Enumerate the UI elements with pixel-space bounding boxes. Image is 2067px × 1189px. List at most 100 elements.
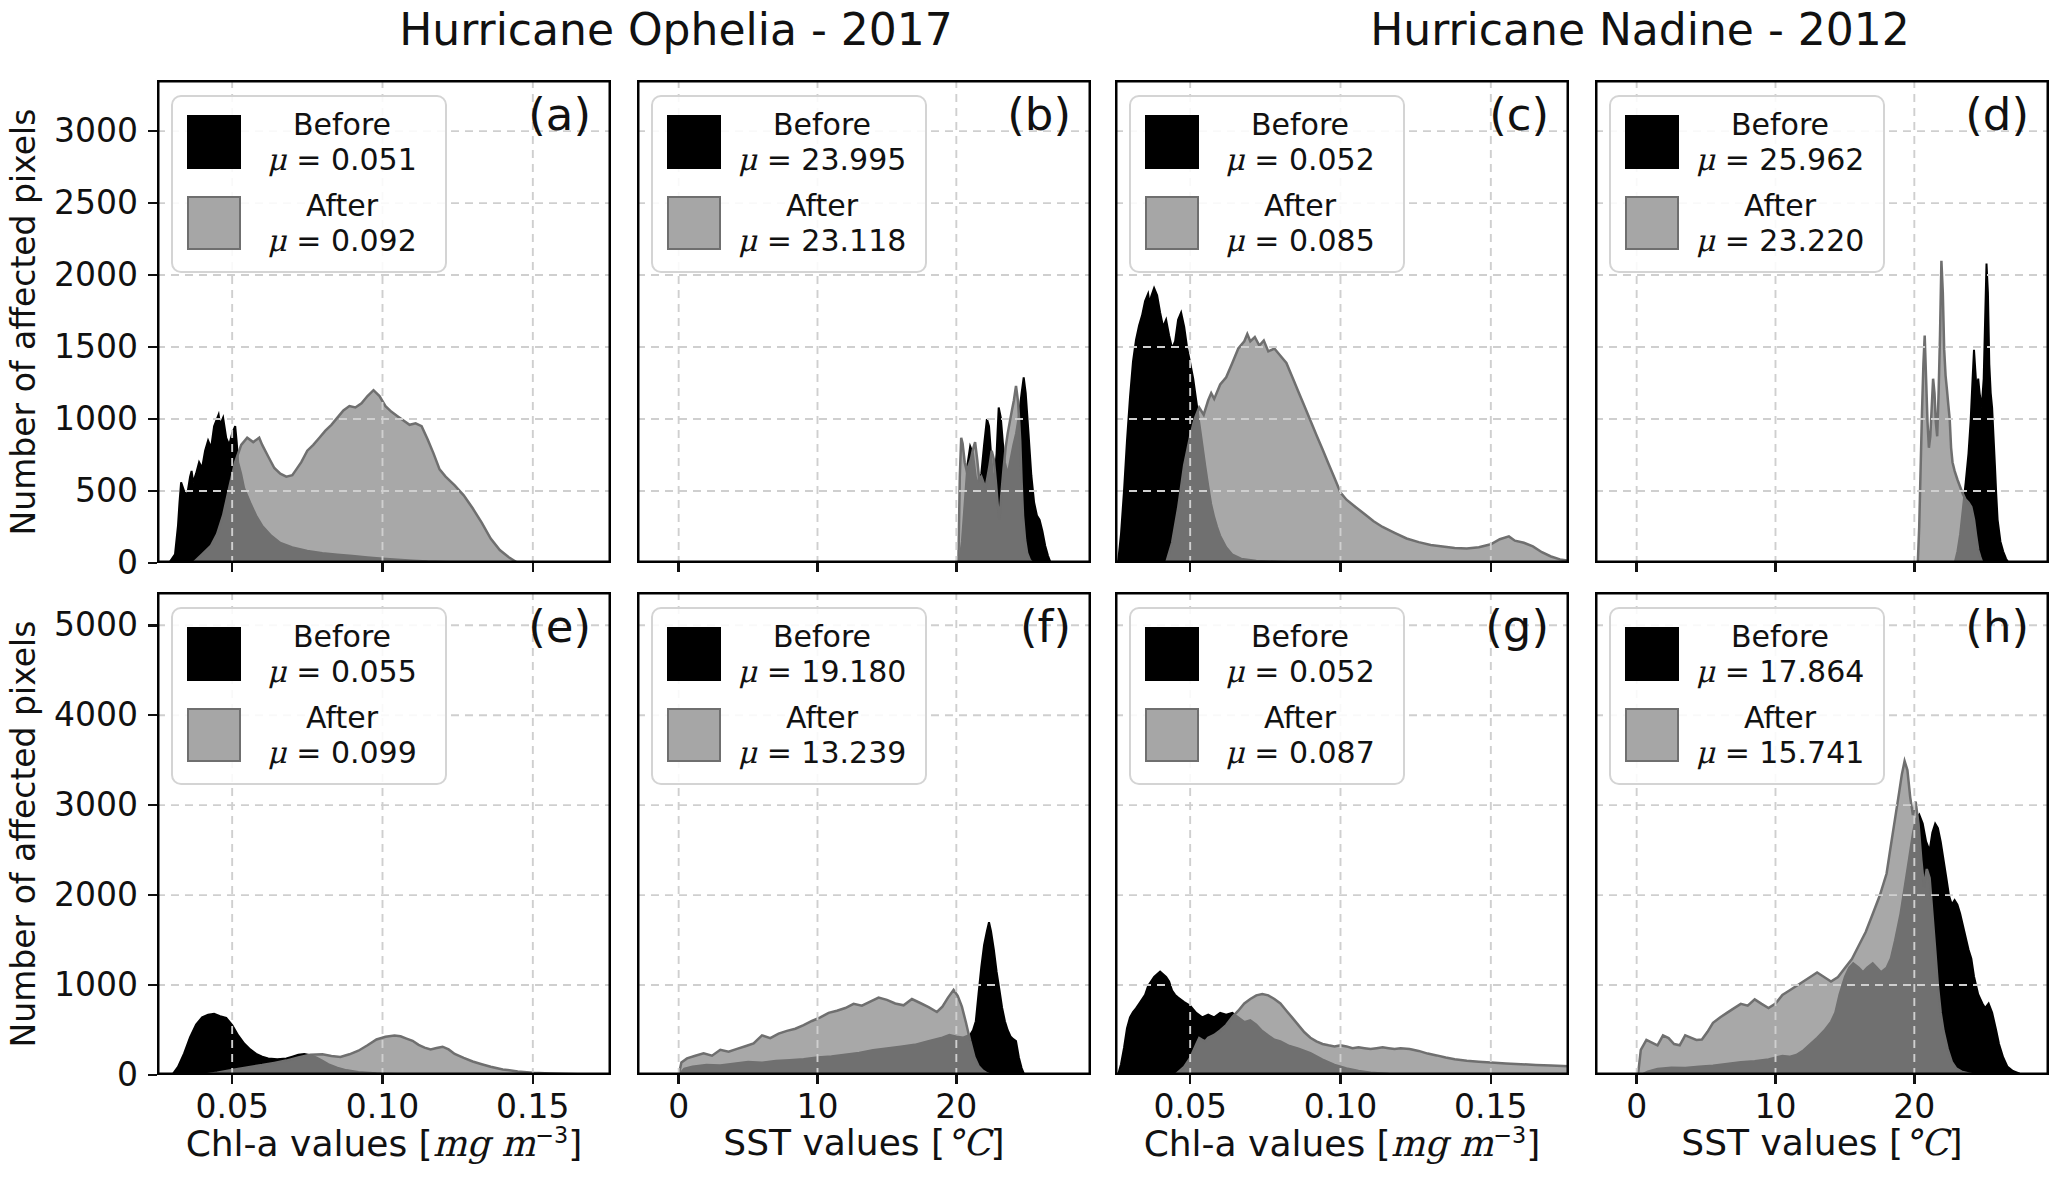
legend-label-after: Afterμ = 0.099 bbox=[257, 700, 427, 771]
legend-label-before: Beforeμ = 0.051 bbox=[257, 107, 427, 178]
x-tick-mark bbox=[1913, 563, 1916, 572]
x-tick-mark bbox=[955, 563, 958, 572]
x-tick-mark bbox=[1490, 563, 1493, 572]
x-tick-mark bbox=[231, 1075, 234, 1084]
legend-entry-after: Afterμ = 0.085 bbox=[1145, 188, 1385, 259]
y-axis-label-bottom-row: Number of affected pixels bbox=[4, 574, 50, 1094]
histogram-after bbox=[202, 1035, 605, 1075]
x-tick-label: 0.05 bbox=[1115, 1087, 1265, 1126]
legend: Beforeμ = 19.180 Afterμ = 13.239 bbox=[651, 607, 927, 785]
legend: Beforeμ = 0.052 Afterμ = 0.085 bbox=[1129, 95, 1405, 273]
legend-entry-after: Afterμ = 15.741 bbox=[1625, 700, 1865, 771]
legend-entry-before: Beforeμ = 0.052 bbox=[1145, 619, 1385, 690]
histogram-after bbox=[679, 990, 991, 1075]
y-tick-label: 4000 bbox=[23, 695, 138, 734]
legend-swatch-after bbox=[187, 196, 241, 250]
x-tick-mark bbox=[1189, 563, 1192, 572]
legend: Beforeμ = 0.051 Afterμ = 0.092 bbox=[171, 95, 447, 273]
panel-letter: (a) bbox=[528, 88, 591, 141]
legend: Beforeμ = 23.995 Afterμ = 23.118 bbox=[651, 95, 927, 273]
y-tick-label: 500 bbox=[23, 471, 138, 510]
column-title-nadine: Hurricane Nadine - 2012 bbox=[1190, 4, 2067, 55]
legend-label-after: Afterμ = 23.118 bbox=[737, 188, 907, 259]
x-tick-mark bbox=[1635, 563, 1638, 572]
y-tick-mark bbox=[148, 624, 157, 627]
plot-panel-c: Beforeμ = 0.052 Afterμ = 0.085 (c) bbox=[1115, 80, 1569, 563]
legend-label-after: Afterμ = 0.085 bbox=[1215, 188, 1385, 259]
x-tick-mark bbox=[1774, 1075, 1777, 1084]
y-tick-label: 1000 bbox=[23, 965, 138, 1004]
legend-entry-before: Beforeμ = 23.995 bbox=[667, 107, 907, 178]
legend-swatch-after bbox=[187, 708, 241, 762]
legend-entry-after: Afterμ = 0.087 bbox=[1145, 700, 1385, 771]
plot-panel-f: Beforeμ = 19.180Afterμ = 13.239(f) bbox=[637, 592, 1091, 1075]
legend-entry-before: Beforeμ = 0.055 bbox=[187, 619, 427, 690]
legend-label-before: Beforeμ = 23.995 bbox=[737, 107, 907, 178]
legend-entry-before: Beforeμ = 0.052 bbox=[1145, 107, 1385, 178]
legend-entry-before: Beforeμ = 19.180 bbox=[667, 619, 907, 690]
x-tick-mark bbox=[677, 563, 680, 572]
legend-entry-before: Beforeμ = 17.864 bbox=[1625, 619, 1865, 690]
y-tick-mark bbox=[148, 274, 157, 277]
panel-letter: (c) bbox=[1489, 88, 1549, 141]
x-tick-mark bbox=[532, 1075, 535, 1084]
panel-letter: (d) bbox=[1965, 88, 2029, 141]
x-tick-mark bbox=[381, 1075, 384, 1084]
y-tick-mark bbox=[148, 562, 157, 565]
plot-panel-b: Beforeμ = 23.995Afterμ = 23.118(b) bbox=[637, 80, 1091, 563]
histogram-after bbox=[1166, 334, 1569, 563]
x-tick-label: 0.10 bbox=[307, 1087, 457, 1126]
x-tick-label: 0.15 bbox=[1416, 1087, 1566, 1126]
x-tick-mark bbox=[816, 563, 819, 572]
x-tick-label: 20 bbox=[881, 1087, 1031, 1126]
x-tick-mark bbox=[955, 1075, 958, 1084]
plot-panel-e: Beforeμ = 0.055 Afterμ = 0.099 (e) bbox=[157, 592, 611, 1075]
column-title-ophelia: Hurricane Ophelia - 2017 bbox=[226, 4, 1126, 55]
y-tick-label: 3000 bbox=[23, 111, 138, 150]
x-axis-label-sst: SST values [°C] bbox=[1522, 1122, 2067, 1163]
legend-entry-after: Afterμ = 0.092 bbox=[187, 188, 427, 259]
legend-label-after: Afterμ = 0.087 bbox=[1215, 700, 1385, 771]
x-tick-label: 0.15 bbox=[458, 1087, 608, 1126]
figure: Hurricane Ophelia - 2017 Hurricane Nadin… bbox=[0, 0, 2067, 1189]
legend-swatch-before bbox=[1625, 627, 1679, 681]
y-tick-mark bbox=[148, 804, 157, 807]
x-tick-label: 0 bbox=[1562, 1087, 1712, 1126]
legend: Beforeμ = 25.962 Afterμ = 23.220 bbox=[1609, 95, 1885, 273]
x-tick-mark bbox=[1339, 563, 1342, 572]
legend-entry-after: Afterμ = 23.220 bbox=[1625, 188, 1865, 259]
legend: Beforeμ = 0.055 Afterμ = 0.099 bbox=[171, 607, 447, 785]
legend: Beforeμ = 0.052 Afterμ = 0.087 bbox=[1129, 607, 1405, 785]
legend-label-after: Afterμ = 23.220 bbox=[1695, 188, 1865, 259]
histogram-after bbox=[1638, 761, 1975, 1075]
y-tick-label: 2500 bbox=[23, 183, 138, 222]
y-tick-mark bbox=[148, 130, 157, 133]
x-tick-mark bbox=[1913, 1075, 1916, 1084]
legend-swatch-after bbox=[1625, 196, 1679, 250]
y-tick-mark bbox=[148, 1074, 157, 1077]
y-tick-label: 3000 bbox=[23, 785, 138, 824]
legend-label-before: Beforeμ = 19.180 bbox=[737, 619, 907, 690]
legend-label-after: Afterμ = 0.092 bbox=[257, 188, 427, 259]
legend-label-before: Beforeμ = 25.962 bbox=[1695, 107, 1865, 178]
y-tick-label: 1500 bbox=[23, 327, 138, 366]
x-tick-mark bbox=[532, 563, 535, 572]
y-tick-label: 0 bbox=[23, 1055, 138, 1094]
y-tick-label: 5000 bbox=[23, 605, 138, 644]
x-tick-label: 0.05 bbox=[157, 1087, 307, 1126]
legend-entry-after: Afterμ = 13.239 bbox=[667, 700, 907, 771]
histogram-after bbox=[1175, 994, 1569, 1075]
x-tick-label: 0 bbox=[604, 1087, 754, 1126]
legend-entry-before: Beforeμ = 25.962 bbox=[1625, 107, 1865, 178]
x-tick-label: 20 bbox=[1839, 1087, 1989, 1126]
x-tick-mark bbox=[381, 563, 384, 572]
plot-panel-h: Beforeμ = 17.864 Afterμ = 15.741 (h) bbox=[1595, 592, 2049, 1075]
legend-swatch-after bbox=[667, 708, 721, 762]
panel-letter: (h) bbox=[1965, 600, 2029, 653]
x-tick-label: 0.10 bbox=[1265, 1087, 1415, 1126]
y-tick-mark bbox=[148, 202, 157, 205]
y-tick-label: 0 bbox=[23, 543, 138, 582]
legend-swatch-before bbox=[1625, 115, 1679, 169]
x-tick-label: 10 bbox=[742, 1087, 892, 1126]
panel-letter: (e) bbox=[528, 600, 591, 653]
